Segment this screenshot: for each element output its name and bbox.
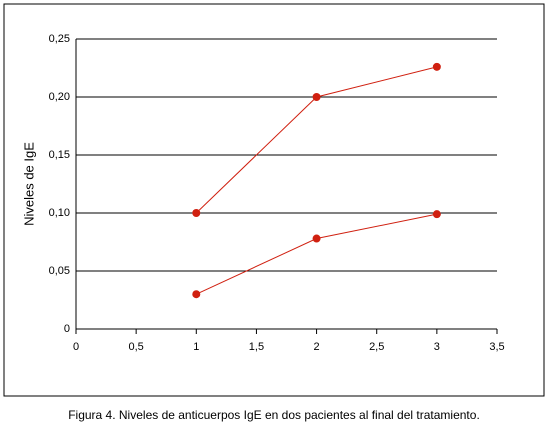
x-tick-label: 3,5: [489, 341, 504, 353]
chart-frame: [3, 3, 545, 397]
data-point: [192, 290, 201, 299]
caption: Figura 4. Niveles de anticuerpos IgE en …: [68, 408, 480, 422]
y-tick-label: 0,20: [49, 91, 70, 103]
data-point: [312, 234, 321, 243]
data-point: [432, 62, 441, 71]
y-tick-label: 0,15: [49, 149, 70, 161]
x-tick-label: 2: [314, 341, 320, 353]
y-tick-label: 0,05: [49, 265, 70, 277]
x-tick-label: 3: [434, 341, 440, 353]
data-point: [312, 93, 321, 101]
x-tick-label: 0,5: [128, 341, 143, 353]
y-tick-label: 0: [64, 323, 70, 335]
data-point: [192, 209, 201, 217]
x-tick-label: 2,5: [369, 341, 384, 353]
series-line: [195, 66, 437, 214]
series-line: [196, 213, 437, 295]
y-axis-label: Niveles de IgE: [21, 142, 36, 226]
x-tick-label: 1,5: [249, 341, 264, 353]
y-tick-label: 0,10: [49, 207, 70, 219]
data-point: [432, 210, 441, 219]
x-tick-label: 1: [193, 341, 199, 353]
y-tick-label: 0,25: [49, 33, 70, 45]
x-tick-label: 0: [73, 341, 79, 353]
